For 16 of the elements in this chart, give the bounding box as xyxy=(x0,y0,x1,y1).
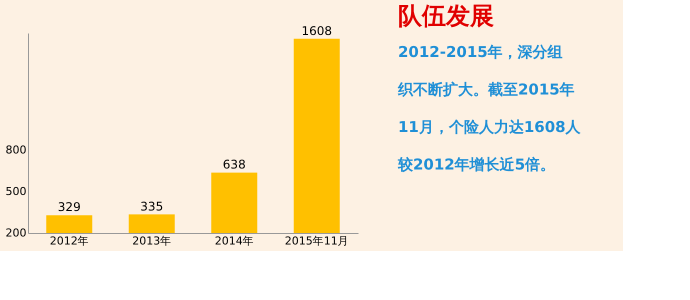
text: 队伍发展 xyxy=(398,2,494,30)
y-tick-label: 200 xyxy=(6,226,26,240)
data-label: 638 xyxy=(222,158,246,172)
data-label: 1608 xyxy=(301,24,332,38)
x-tick-label: 2012年 xyxy=(50,234,89,248)
x-tick-label: 2013年 xyxy=(132,234,172,248)
y-tick-label: 800 xyxy=(6,144,26,157)
data-label: 329 xyxy=(58,200,81,214)
text: 11月，个险人力达1608人 xyxy=(398,118,582,136)
y-tick-label: 500 xyxy=(6,185,26,198)
text: 2012-2015年，深分组 xyxy=(398,42,563,61)
x-tick-label: 2015年11月 xyxy=(284,234,349,248)
text: 较2012年增长近5倍。 xyxy=(397,155,556,174)
x-tick-label: 2014年 xyxy=(214,234,254,248)
text: 织不断扩大。截至2015年 xyxy=(397,80,575,98)
data-label: 335 xyxy=(140,199,164,214)
